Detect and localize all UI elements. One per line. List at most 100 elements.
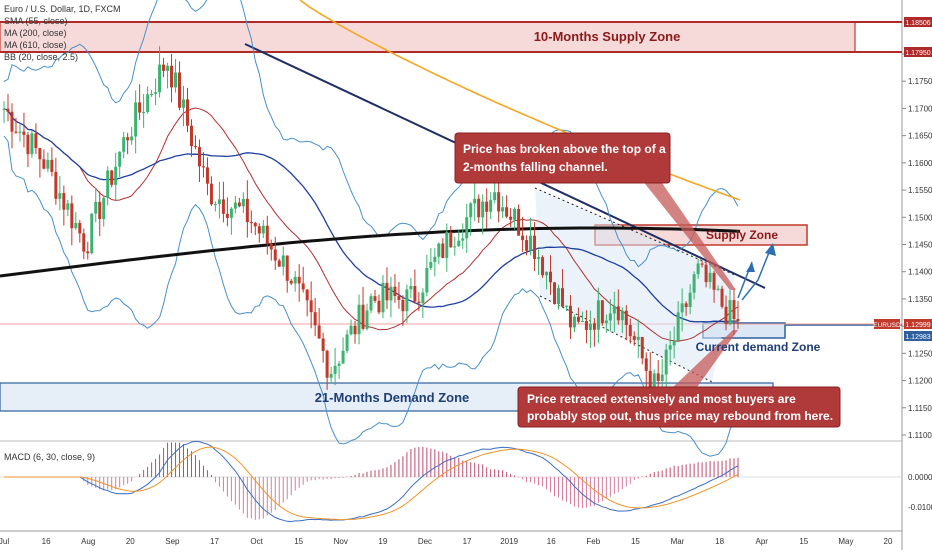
candle-body: [182, 99, 186, 108]
callout-bottom[interactable]: Price retraced extensively and most buye…: [517, 386, 841, 428]
candle-body: [421, 292, 425, 304]
candle-body: [553, 282, 556, 305]
candle-body: [22, 131, 26, 135]
candle-body: [576, 316, 580, 322]
indicator-ma610: MA (610, close): [4, 40, 67, 50]
candle-body: [453, 246, 457, 248]
candle-body: [197, 146, 201, 167]
candle-body: [50, 159, 54, 172]
candle-body: [281, 255, 285, 267]
candle-body: [481, 201, 485, 218]
candle-body: [449, 232, 453, 248]
candle-body: [42, 159, 46, 169]
time-tick-label: Nov: [334, 537, 348, 546]
candle-body: [325, 350, 329, 378]
candle-body: [58, 193, 62, 199]
candle-body: [541, 257, 545, 276]
callout-top-line-1: Price has broken above the top of a: [463, 142, 666, 156]
candle-body: [620, 310, 624, 321]
candle-body: [397, 296, 401, 300]
candle-body: [122, 137, 126, 152]
candle-body: [485, 201, 489, 212]
candle-body: [385, 282, 389, 301]
badge-symbol-text: EURUSD: [873, 322, 901, 329]
candle-body: [154, 92, 158, 94]
candle-body: [501, 207, 505, 212]
price-tick-label: 1.14000: [908, 268, 932, 277]
candle-body: [672, 340, 676, 346]
indicator-sma55: SMA (55, close): [4, 16, 68, 26]
time-tick-label: Mar: [671, 537, 685, 546]
candle-body: [465, 217, 469, 239]
candle-body: [549, 271, 553, 283]
candle-body: [604, 320, 608, 324]
candle-body: [704, 264, 708, 283]
candle-body: [708, 272, 712, 283]
macd-label: MACD (6, 30, close, 9): [4, 452, 95, 462]
badge-demand-text: 1.12983: [905, 334, 930, 341]
candle-body: [517, 208, 521, 236]
supply-zone-10m[interactable]: [0, 21, 856, 53]
time-axis[interactable]: Jul 16 Aug 20 Sep 17 Oct 15 Nov 19 Dec 17 2019 16 Feb 1…: [0, 537, 893, 546]
candle-body: [158, 64, 162, 93]
candle-body: [209, 183, 213, 205]
candle-body: [716, 288, 720, 290]
candle-body: [249, 222, 253, 224]
price-tick-label: 1.17500: [908, 77, 932, 86]
indicator-ma200: MA (200, close): [4, 28, 67, 38]
candle-body: [26, 134, 30, 155]
candle-body: [357, 304, 361, 335]
candle-body: [178, 72, 182, 108]
callout-top-box: [454, 132, 671, 184]
candle-body: [233, 202, 237, 209]
candle-body: [162, 64, 166, 71]
price-badges: 1.18506 1.17950 EURUSD 1.12999 1.12983: [873, 17, 932, 341]
candle-body: [217, 199, 221, 205]
time-tick-label: Dec: [418, 537, 432, 546]
supply-10m-label: 10-Months Supply Zone: [534, 29, 681, 44]
time-tick-label: Jul: [0, 537, 9, 546]
candle-body: [10, 111, 14, 132]
candle-body: [612, 306, 616, 314]
candle-body: [189, 125, 193, 147]
candle-body: [441, 243, 445, 259]
candle-body: [545, 271, 549, 276]
macd-tick-label: -0.0100: [908, 503, 932, 512]
callout-top[interactable]: Price has broken above the top of a 2-mo…: [454, 132, 671, 184]
badge-demand: [904, 331, 932, 341]
candle-body: [106, 170, 110, 198]
candle-body: [74, 223, 78, 229]
time-tick-label: 20: [126, 537, 135, 546]
candle-body: [345, 334, 349, 351]
badge-supply-top-text: 1.18506: [905, 20, 930, 27]
candle-body: [417, 301, 421, 304]
candle-body: [584, 321, 588, 330]
candle-body: [90, 213, 94, 254]
candle-body: [445, 232, 449, 259]
time-tick-label: Sep: [165, 537, 180, 546]
time-tick-label: 16: [42, 537, 51, 546]
candle-body: [469, 203, 473, 218]
candle-body: [668, 345, 672, 350]
candle-body: [205, 167, 209, 184]
candle-body: [257, 226, 261, 234]
candle-body: [680, 303, 684, 313]
candle-body: [572, 316, 576, 328]
candle-body: [728, 300, 732, 325]
candle-body: [70, 203, 74, 229]
candle-body: [285, 255, 289, 281]
price-tick-label: 1.12500: [908, 349, 932, 358]
candle-body: [186, 99, 189, 126]
badge-current: [904, 319, 932, 329]
callout-top-pointer: [642, 180, 736, 290]
candle-body: [301, 283, 305, 290]
candle-body: [82, 233, 86, 252]
candle-body: [425, 268, 429, 293]
time-tick-label: 15: [631, 537, 640, 546]
candle-body: [389, 286, 393, 301]
time-tick-label: May: [838, 537, 853, 546]
demand-21m-label: 21-Months Demand Zone: [315, 390, 470, 405]
candle-body: [628, 325, 632, 337]
time-tick-label: 2019: [500, 537, 518, 546]
